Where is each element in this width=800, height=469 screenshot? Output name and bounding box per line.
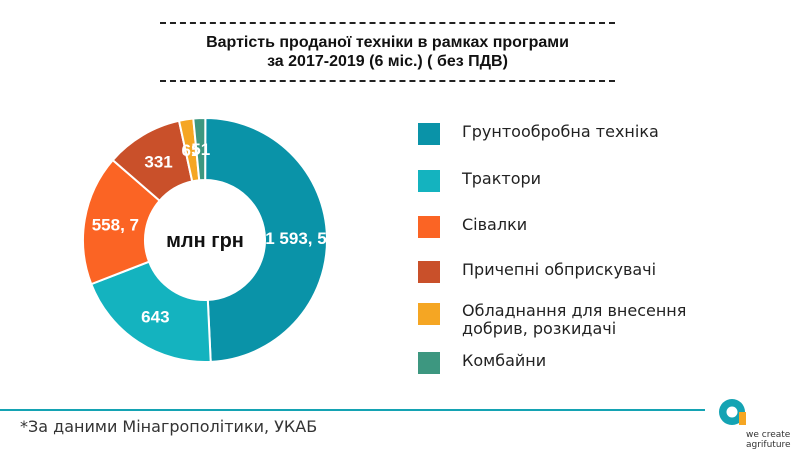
legend-label-trailed-sprayers: Причепні обприскувачі [462,260,657,279]
data-label-tractors: 643 [141,307,169,326]
data-label-seeders: 558, 7 [92,215,139,234]
legend-label-combines: Комбайни [462,351,547,370]
legend-swatch-soil-tillage [418,123,440,145]
legend-label-soil-tillage: Грунтообробна техніка [462,122,659,141]
legend-item-tractors: Трактори [418,170,762,192]
data-label-soil-tillage: 1 593, 5 [265,229,326,248]
donut-slice-soil-tillage [204,116,328,363]
data-label-combines: 51 [191,140,210,159]
legend-item-trailed-sprayers: Причепні обприскувачі [418,261,762,283]
legend-item-combines: Комбайни [418,352,762,374]
donut-slice-tractors [89,260,212,363]
agrifuture-logo-icon [719,399,746,425]
legend-item-fertilizer-equipment: Обладнання для внесення добрив, розкидач… [418,302,732,338]
chart-title: Вартість проданої техніки в рамках прогр… [160,22,615,82]
footer-divider [0,409,705,411]
chart-title-line-2: за 2017-2019 (6 міс.) ( без ПДВ) [267,53,508,70]
legend-swatch-tractors [418,170,440,192]
legend-swatch-trailed-sprayers [418,261,440,283]
legend-label-tractors: Трактори [462,169,542,188]
legend-swatch-fertilizer-equipment [418,303,440,325]
logo-tagline-line-1: we create [746,430,791,440]
logo-tagline: we create agrifuture [746,430,800,450]
donut-slice-combines [192,116,207,182]
legend-swatch-seeders [418,216,440,238]
data-label-trailed-sprayers: 331 [144,153,172,172]
legend-swatch-combines [418,352,440,374]
legend-label-seeders: Сівалки [462,215,528,234]
center-unit-label: млн грн [166,230,244,252]
legend-item-soil-tillage: Грунтообробна техніка [418,123,762,145]
legend-item-seeders: Сівалки [418,216,762,238]
source-footnote: *За даними Мінагрополітики, УКАБ [20,417,318,436]
chart-title-line-1: Вартість проданої техніки в рамках прогр… [206,34,569,51]
logo-tagline-line-2: agrifuture [746,440,791,450]
legend-label-fertilizer-equipment: Обладнання для внесення добрив, розкидач… [462,301,687,338]
